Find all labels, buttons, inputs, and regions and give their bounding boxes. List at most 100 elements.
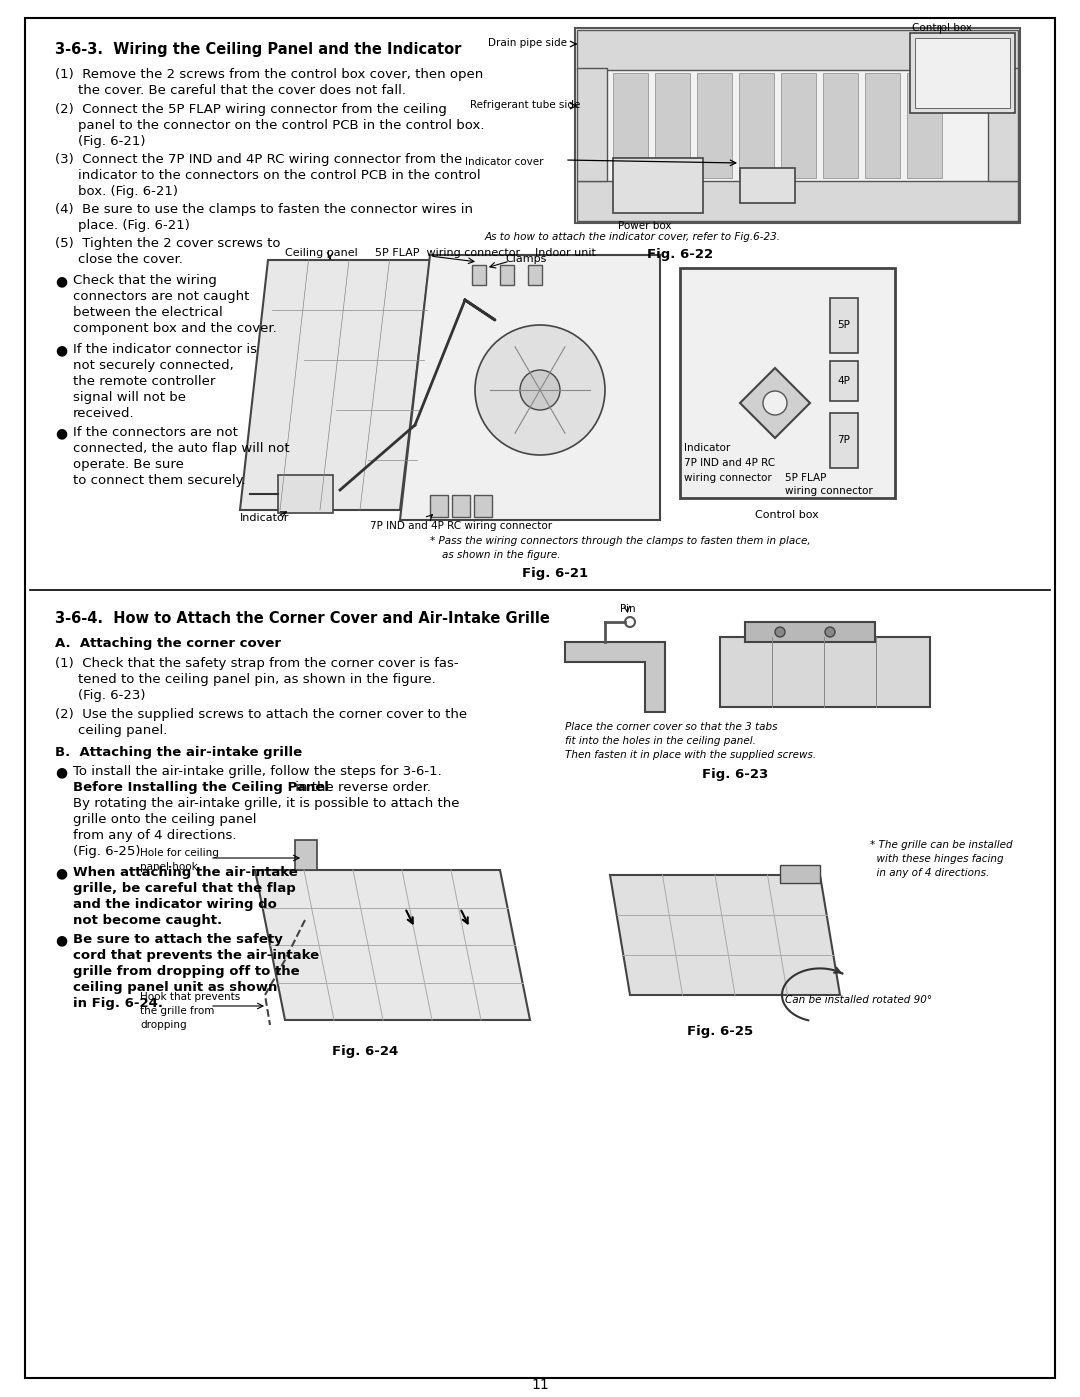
Text: ●: ● (55, 426, 67, 440)
Text: ●: ● (55, 933, 67, 947)
Text: ●: ● (55, 866, 67, 880)
Text: not become caught.: not become caught. (73, 914, 222, 928)
Circle shape (762, 391, 787, 415)
Text: Before Installing the Ceiling Panel: Before Installing the Ceiling Panel (73, 781, 329, 793)
Circle shape (519, 370, 561, 409)
Text: 4P: 4P (838, 376, 850, 386)
Bar (915, 38, 1010, 108)
Text: Refrigerant tube side: Refrigerant tube side (470, 101, 580, 110)
Bar (910, 34, 1015, 113)
Text: Clamps: Clamps (505, 254, 546, 264)
Text: 3-6-4.  How to Attach the Corner Cover and Air-Intake Grille: 3-6-4. How to Attach the Corner Cover an… (55, 610, 550, 626)
Text: 5P FLAP  wiring connector: 5P FLAP wiring connector (375, 249, 521, 258)
Polygon shape (255, 870, 530, 1020)
Text: 7P: 7P (838, 434, 850, 446)
Bar (295, 840, 318, 870)
Circle shape (825, 627, 835, 637)
Text: 5P FLAP: 5P FLAP (785, 474, 826, 483)
Text: dropping: dropping (140, 1020, 187, 1030)
Bar (472, 265, 486, 285)
Text: Can be installed rotated 90°: Can be installed rotated 90° (785, 995, 932, 1004)
Text: the grille from: the grille from (140, 1006, 214, 1016)
Bar (739, 73, 774, 177)
Text: wiring connector: wiring connector (785, 486, 873, 496)
Text: Fig. 6-25: Fig. 6-25 (687, 1025, 753, 1038)
Bar (453, 495, 470, 517)
Text: tened to the ceiling panel pin, as shown in the figure.: tened to the ceiling panel pin, as shown… (78, 673, 435, 686)
Text: Drain pipe side: Drain pipe side (488, 38, 567, 47)
Text: ceiling panel.: ceiling panel. (78, 724, 167, 738)
Bar (278, 475, 333, 513)
Text: Power box: Power box (618, 221, 672, 231)
Bar (831, 360, 858, 401)
Text: Be sure to attach the safety: Be sure to attach the safety (73, 933, 283, 946)
Bar (430, 495, 448, 517)
Text: ceiling panel unit as shown: ceiling panel unit as shown (73, 981, 278, 995)
Text: Fig. 6-21: Fig. 6-21 (522, 567, 589, 580)
Text: signal will not be: signal will not be (73, 391, 186, 404)
Text: not securely connected,: not securely connected, (73, 359, 233, 372)
Text: (Fig. 6-23): (Fig. 6-23) (78, 689, 146, 703)
Text: grille onto the ceiling panel: grille onto the ceiling panel (73, 813, 257, 826)
Text: Hole for ceiling: Hole for ceiling (140, 848, 219, 858)
Text: 7P IND and 4P RC wiring connector: 7P IND and 4P RC wiring connector (370, 521, 552, 531)
Text: connectors are not caught: connectors are not caught (73, 291, 249, 303)
Polygon shape (745, 622, 875, 643)
Text: * The grille can be installed: * The grille can be installed (870, 840, 1013, 849)
Text: Control box: Control box (912, 22, 972, 34)
Text: * Pass the wiring connectors through the clamps to fasten them in place,: * Pass the wiring connectors through the… (430, 536, 811, 546)
Bar (697, 73, 732, 177)
Text: Fig. 6-22: Fig. 6-22 (647, 249, 713, 261)
Text: ●: ● (55, 766, 67, 780)
Bar (823, 73, 858, 177)
Text: connected, the auto flap will not: connected, the auto flap will not (73, 441, 289, 455)
Text: If the indicator connector is: If the indicator connector is (73, 344, 257, 356)
Text: as shown in the figure.: as shown in the figure. (442, 550, 561, 560)
Text: ●: ● (55, 344, 67, 358)
Text: (2)  Use the supplied screws to attach the corner cover to the: (2) Use the supplied screws to attach th… (55, 708, 468, 721)
Text: Place the corner cover so that the 3 tabs: Place the corner cover so that the 3 tab… (565, 722, 778, 732)
Text: Indicator: Indicator (240, 513, 289, 522)
Bar (831, 414, 858, 468)
Text: box. (Fig. 6-21): box. (Fig. 6-21) (78, 184, 178, 198)
Bar (865, 73, 900, 177)
Text: If the connectors are not: If the connectors are not (73, 426, 238, 439)
Text: operate. Be sure: operate. Be sure (73, 458, 184, 471)
Text: As to how to attach the indicator cover, refer to Fig.6-23.: As to how to attach the indicator cover,… (485, 232, 781, 242)
Bar (577, 182, 1018, 221)
Text: (5)  Tighten the 2 cover screws to: (5) Tighten the 2 cover screws to (55, 237, 281, 250)
Bar (577, 29, 1018, 70)
Bar (613, 158, 703, 212)
Text: Indicator cover: Indicator cover (465, 156, 543, 168)
Polygon shape (740, 367, 810, 439)
Text: Indicator: Indicator (684, 443, 730, 453)
Text: received.: received. (73, 407, 135, 420)
Text: component box and the cover.: component box and the cover. (73, 321, 276, 335)
Bar (740, 168, 795, 203)
Text: Then fasten it in place with the supplied screws.: Then fasten it in place with the supplie… (565, 750, 816, 760)
Bar (575, 28, 1020, 224)
Text: (1)  Remove the 2 screws from the control box cover, then open: (1) Remove the 2 screws from the control… (55, 68, 483, 81)
Text: close the cover.: close the cover. (78, 253, 183, 265)
Polygon shape (400, 256, 660, 520)
Text: with these hinges facing: with these hinges facing (870, 854, 1003, 863)
Text: (3)  Connect the 7P IND and 4P RC wiring connector from the: (3) Connect the 7P IND and 4P RC wiring … (55, 154, 462, 166)
Text: wiring connector: wiring connector (684, 474, 772, 483)
Bar (528, 265, 542, 285)
Bar (613, 73, 648, 177)
Bar (781, 73, 816, 177)
Text: When attaching the air-intake: When attaching the air-intake (73, 866, 298, 879)
Text: in Fig. 6-24.: in Fig. 6-24. (73, 997, 163, 1010)
Bar (780, 865, 820, 883)
Text: in any of 4 directions.: in any of 4 directions. (870, 868, 989, 877)
Circle shape (475, 326, 605, 455)
Text: Control box: Control box (755, 510, 819, 520)
Text: from any of 4 directions.: from any of 4 directions. (73, 828, 237, 842)
Bar (907, 73, 942, 177)
Text: fit into the holes in the ceiling panel.: fit into the holes in the ceiling panel. (565, 736, 756, 746)
Text: Ceiling panel: Ceiling panel (285, 249, 357, 258)
Polygon shape (240, 260, 430, 510)
Text: place. (Fig. 6-21): place. (Fig. 6-21) (78, 219, 190, 232)
Text: panel to the connector on the control PCB in the control box.: panel to the connector on the control PC… (78, 119, 485, 131)
Text: in the reverse order.: in the reverse order. (291, 781, 431, 793)
